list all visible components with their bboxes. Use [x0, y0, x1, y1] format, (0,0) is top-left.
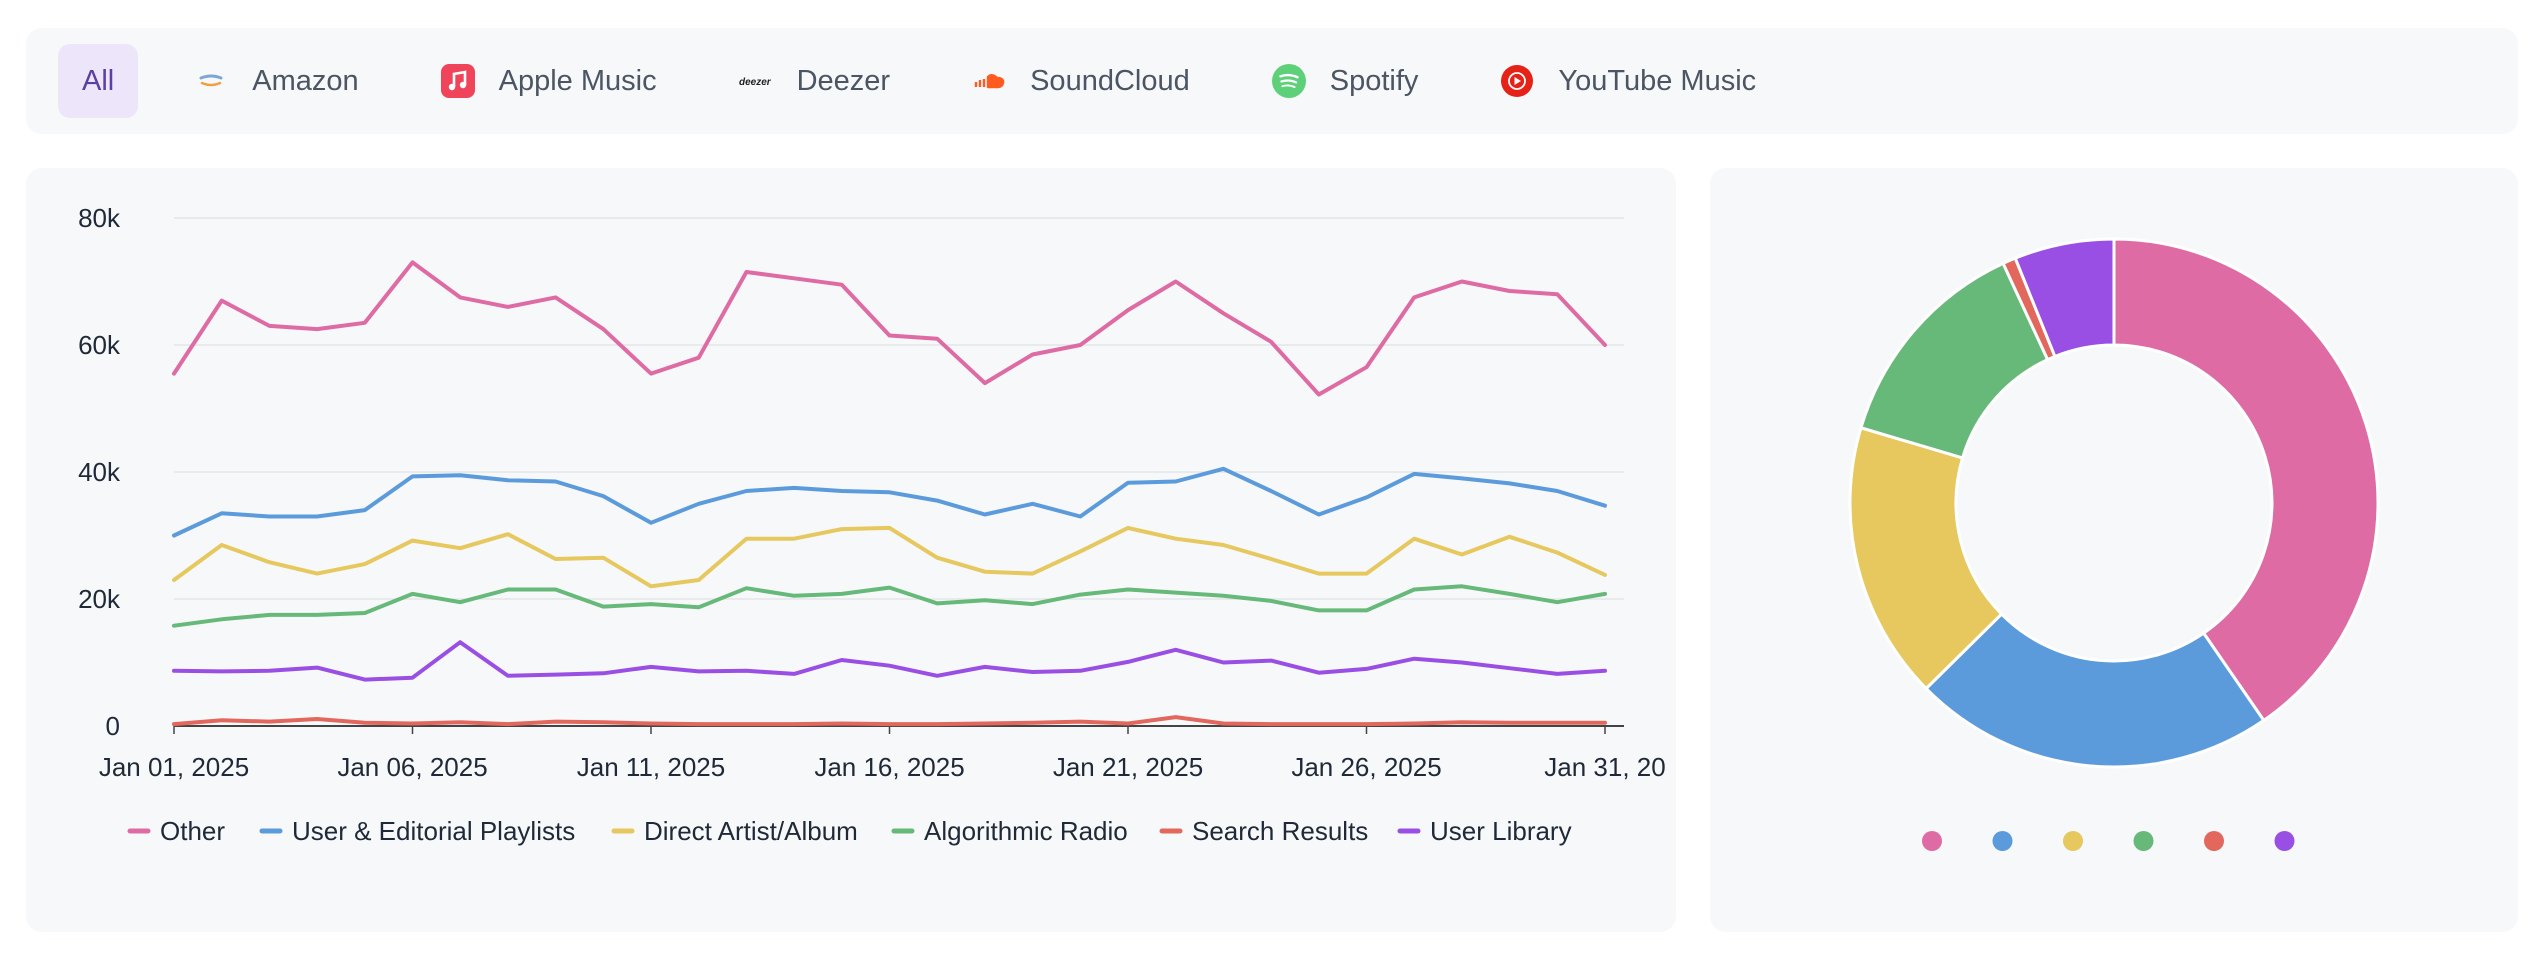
- tab-youtube-music[interactable]: YouTube Music: [1474, 44, 1782, 118]
- series-line-algorithmic-radio: [172, 584, 1607, 628]
- amazon-icon: [194, 64, 228, 98]
- tab-deezer[interactable]: deezer Deezer: [713, 44, 917, 118]
- x-tick-label: Jan 06, 2025: [337, 752, 487, 782]
- tab-label: All: [82, 64, 115, 97]
- spotify-icon: [1271, 64, 1306, 98]
- donut-slice-user-library: [2013, 237, 2116, 358]
- y-tick-label: 80k: [78, 203, 121, 233]
- donut-chart-panel: [1710, 168, 2518, 932]
- tab-label: Spotify: [1329, 64, 1419, 97]
- x-tick-label: Jan 01, 2025: [99, 752, 249, 782]
- apple-music-icon: [440, 64, 475, 98]
- deezer-icon: deezer: [739, 64, 773, 98]
- tab-label: Apple Music: [498, 64, 657, 97]
- x-tick-label: Jan 11, 2025: [577, 752, 725, 782]
- platform-tab-bar: All Amazon Apple Music deezer Deezer SoundClo…: [26, 28, 2518, 134]
- legend-dot[interactable]: [2204, 831, 2224, 851]
- donut-chart: [1848, 237, 2380, 851]
- tab-label: Amazon: [252, 64, 359, 97]
- tab-all[interactable]: All: [58, 44, 139, 118]
- donut-slice-user-editorial-playlists: [1924, 612, 2266, 769]
- y-tick-label: 60k: [78, 330, 121, 360]
- legend-dot[interactable]: [2274, 831, 2295, 851]
- series-line-user-editorial-playlists: [172, 466, 1607, 538]
- tab-spotify[interactable]: Spotify: [1246, 44, 1445, 118]
- legend-label: Direct Artist/Album: [644, 816, 858, 846]
- youtube-music-icon: [1500, 64, 1534, 98]
- tab-label: Deezer: [796, 64, 891, 97]
- series-line-user-library: [172, 640, 1607, 682]
- y-tick-label: 20k: [78, 584, 121, 614]
- legend-dot[interactable]: [2133, 831, 2154, 851]
- svg-text:deezer: deezer: [739, 77, 772, 88]
- series-line-direct-artist-album: [172, 525, 1607, 589]
- soundcloud-icon: [972, 64, 1006, 98]
- line-chart-panel: 0 20k 40k 60k 80k Jan 01, 2025 Jan 06, 2025 Jan…: [26, 168, 1676, 932]
- tab-label: SoundCloud: [1030, 64, 1190, 97]
- y-tick-label: 0: [106, 711, 120, 741]
- tab-soundcloud[interactable]: SoundCloud: [946, 44, 1216, 118]
- tab-amazon[interactable]: Amazon: [168, 44, 384, 118]
- tab-apple-music[interactable]: Apple Music: [415, 44, 683, 118]
- line-chart: 0 20k 40k 60k 80k Jan 01, 2025 Jan 06, 2025 Jan…: [78, 203, 1666, 846]
- x-tick-label: Jan 21, 2025: [1053, 752, 1203, 782]
- tab-label: YouTube Music: [1558, 64, 1757, 97]
- x-tick-label: Jan 16, 2025: [814, 752, 964, 782]
- series-line-other: [172, 260, 1607, 397]
- legend-dot[interactable]: [2063, 831, 2083, 851]
- series-line-search-results: [172, 715, 1607, 727]
- legend-dot[interactable]: [1922, 831, 1942, 851]
- legend-dot[interactable]: [1992, 831, 2013, 851]
- y-tick-label: 40k: [78, 457, 121, 487]
- donut-slice-other: [2112, 237, 2380, 722]
- legend-label: Search Results: [1192, 816, 1368, 846]
- legend-label: User & Editorial Playlists: [292, 816, 575, 846]
- x-tick-label: Jan 31, 20: [1544, 752, 1665, 782]
- x-tick-label: Jan 26, 2025: [1291, 752, 1441, 782]
- legend-label: User Library: [1430, 816, 1572, 846]
- legend-label: Algorithmic Radio: [924, 816, 1128, 846]
- legend-label: Other: [160, 816, 225, 846]
